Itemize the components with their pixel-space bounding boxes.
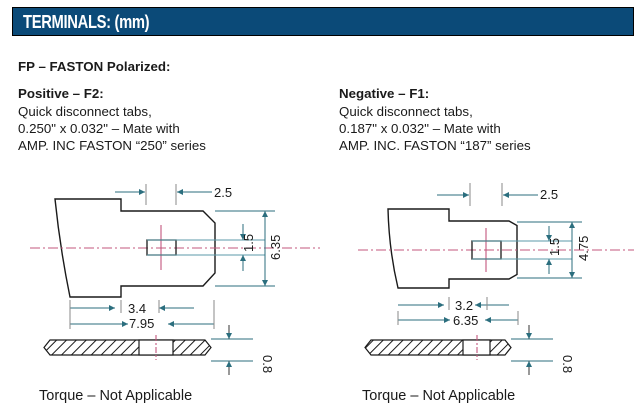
- svg-text:0.8: 0.8: [560, 355, 575, 373]
- svg-text:6.35: 6.35: [268, 235, 283, 260]
- svg-text:3.2: 3.2: [455, 298, 473, 313]
- svg-text:2.5: 2.5: [540, 187, 558, 202]
- svg-text:1.5: 1.5: [547, 238, 562, 256]
- svg-text:6.35: 6.35: [453, 313, 478, 328]
- svg-text:7.95: 7.95: [129, 316, 154, 331]
- svg-text:4.75: 4.75: [576, 236, 591, 261]
- svg-text:0.8: 0.8: [260, 355, 275, 373]
- svg-text:1.5: 1.5: [241, 234, 256, 252]
- svg-text:3.4: 3.4: [128, 301, 146, 316]
- svg-text:2.5: 2.5: [214, 185, 232, 200]
